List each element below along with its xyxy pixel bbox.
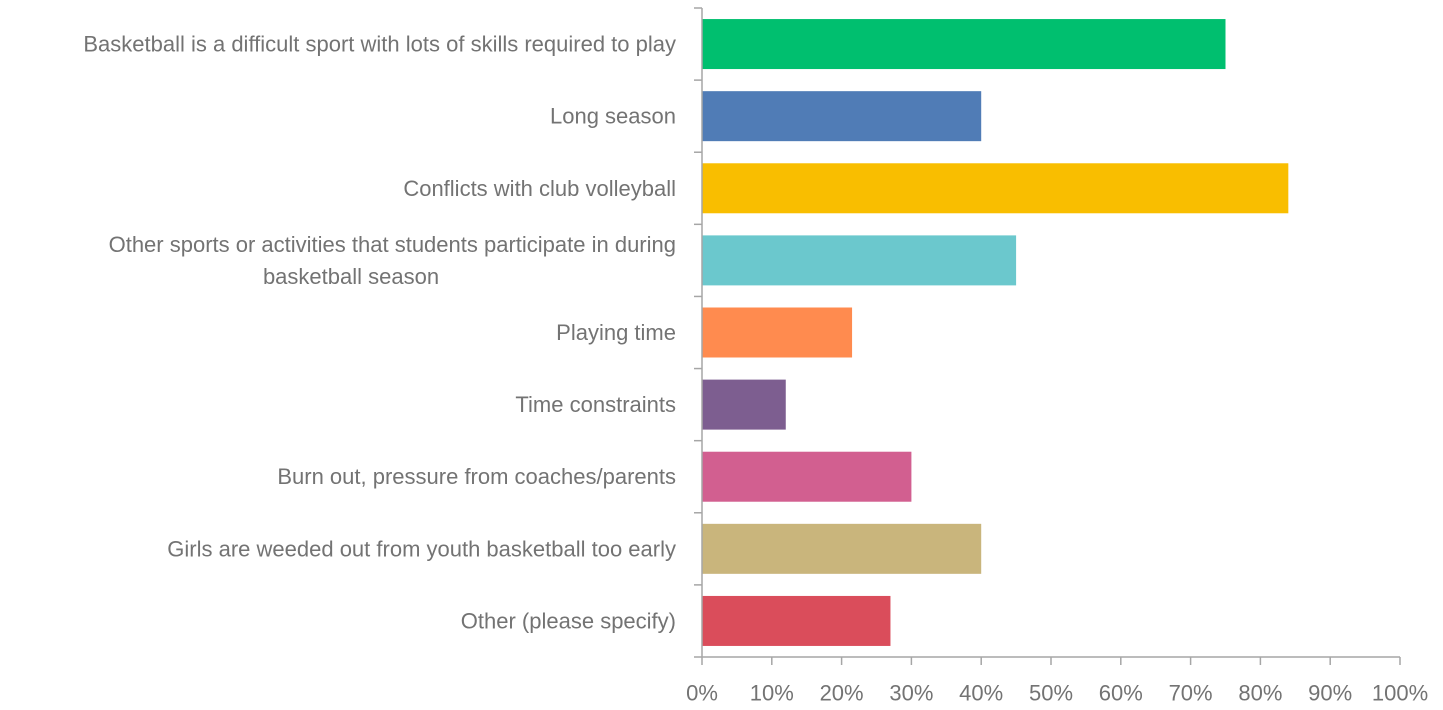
bar-6 (702, 451, 912, 502)
x-tick-label-9: 90% (1308, 681, 1352, 706)
category-label-8: Other (please specify) (461, 608, 676, 633)
bar-7 (702, 523, 982, 574)
category-label-3-line-1: basketball season (263, 264, 439, 289)
category-label-5: Time constraints (515, 392, 676, 417)
bars-layer (702, 19, 1289, 646)
bar-5 (702, 379, 786, 430)
category-label-7: Girls are weeded out from youth basketba… (167, 536, 676, 561)
x-tick-label-4: 40% (959, 681, 1003, 706)
bar-8 (702, 595, 891, 646)
bar-4 (702, 307, 853, 358)
category-label-0: Basketball is a difficult sport with lot… (83, 32, 676, 57)
bar-2 (702, 163, 1289, 214)
x-tick-label-5: 50% (1029, 681, 1073, 706)
x-tick-label-8: 80% (1238, 681, 1282, 706)
x-tick-label-0: 0% (686, 681, 718, 706)
category-label-3-line-0: Other sports or activities that students… (109, 232, 676, 257)
category-label-4: Playing time (556, 320, 676, 345)
axis-layer (694, 7, 1401, 665)
x-tick-label-3: 30% (889, 681, 933, 706)
x-tick-label-7: 70% (1169, 681, 1213, 706)
labels-layer: Basketball is a difficult sport with lot… (83, 32, 1428, 706)
x-tick-label-6: 60% (1099, 681, 1143, 706)
category-label-1: Long season (550, 104, 676, 129)
category-label-6: Burn out, pressure from coaches/parents (277, 464, 676, 489)
bar-3 (702, 235, 1017, 286)
x-tick-label-1: 10% (750, 681, 794, 706)
bar-1 (702, 91, 982, 142)
bar-0 (702, 19, 1226, 70)
category-label-2: Conflicts with club volleyball (403, 176, 676, 201)
x-tick-label-10: 100% (1372, 681, 1428, 706)
x-tick-label-2: 20% (820, 681, 864, 706)
